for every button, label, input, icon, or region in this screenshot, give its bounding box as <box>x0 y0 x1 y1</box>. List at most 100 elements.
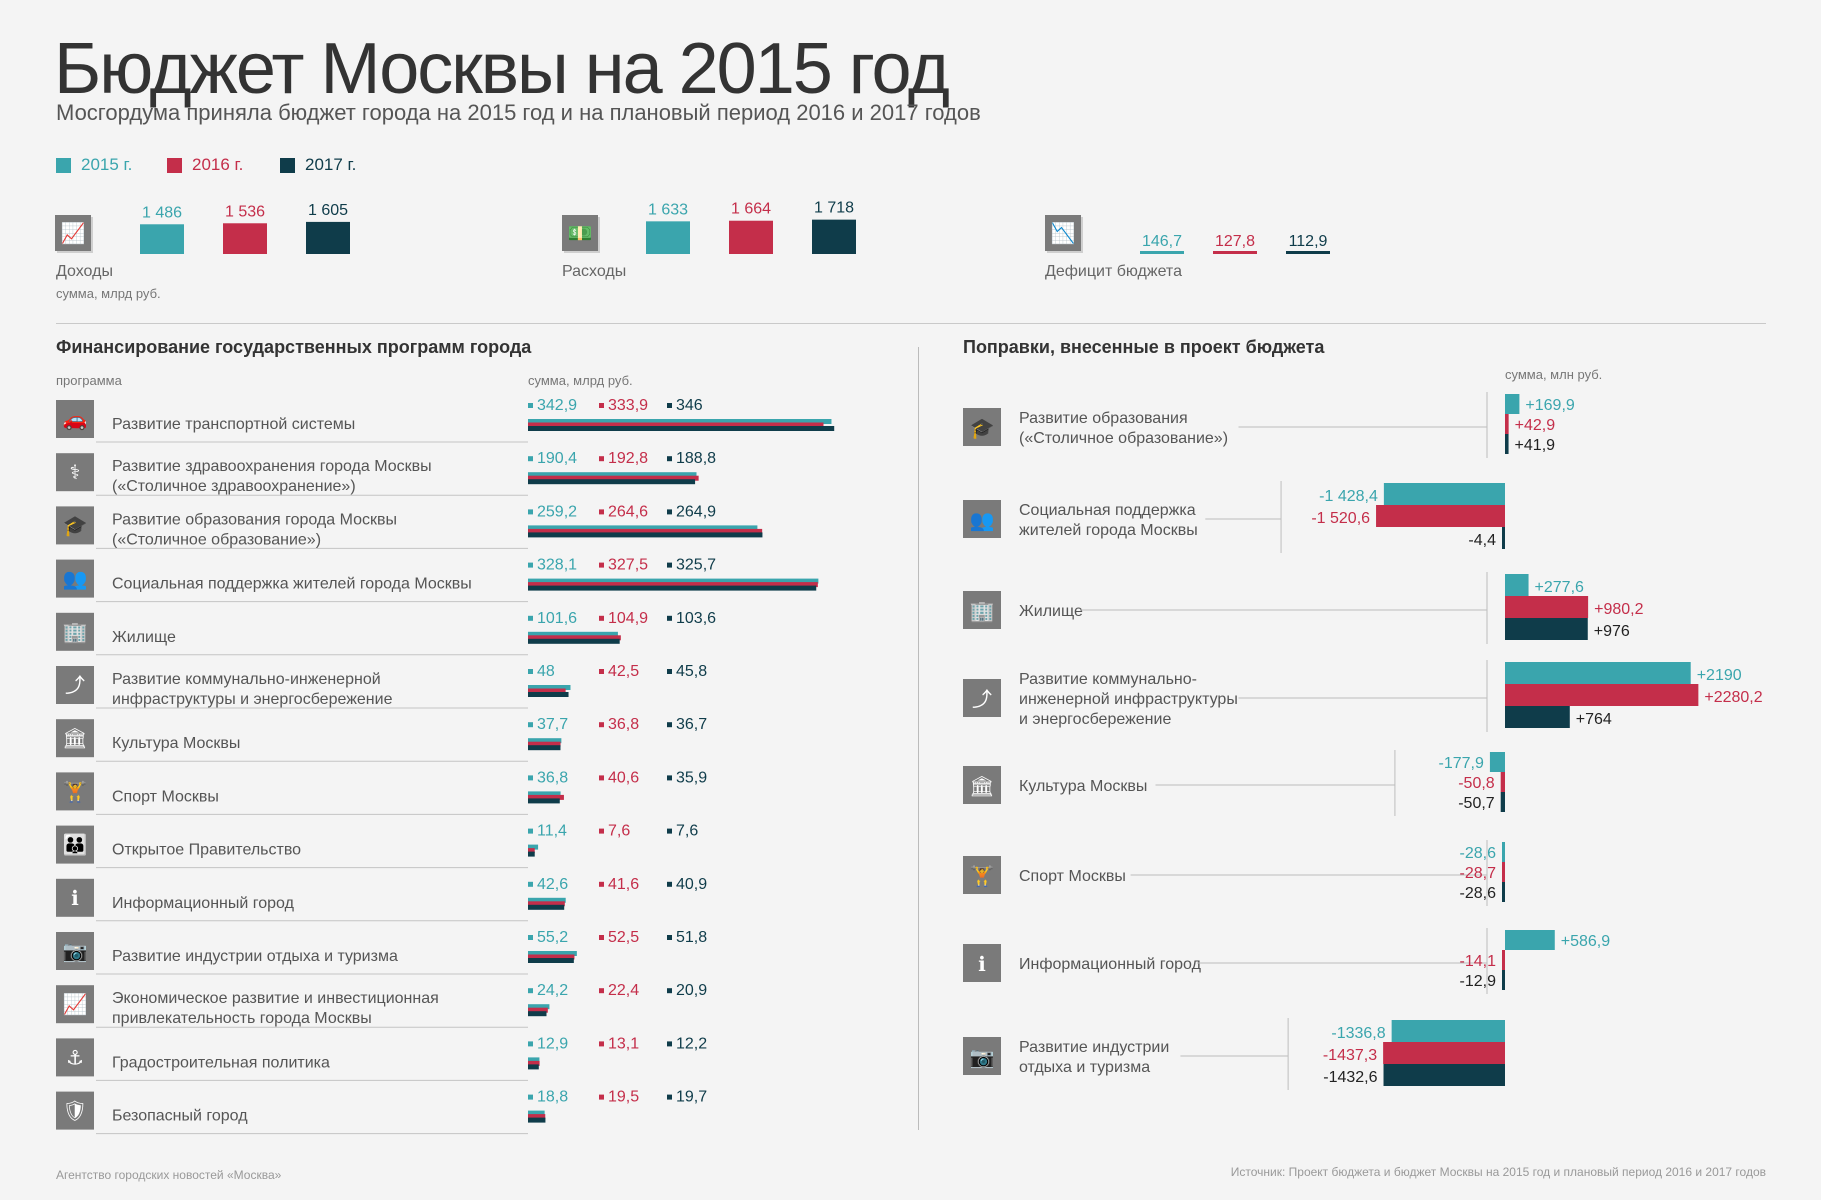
building-icon: 🏢 <box>970 601 995 623</box>
program-label: Развитие здравоохранения города Москвы <box>112 458 432 475</box>
deficit-mark-2017 <box>1286 251 1330 254</box>
value-marker-2016 <box>599 1041 604 1047</box>
value-marker-2017 <box>667 1094 672 1100</box>
program-bar-2017 <box>528 798 560 804</box>
shield-document-icon: 🛡 <box>62 1101 87 1123</box>
program-icon-bg <box>56 878 94 917</box>
expenses-value-2016: 1 664 <box>731 201 771 218</box>
amend-label: Развитие коммунально- <box>1019 671 1197 688</box>
program-icon-bg <box>56 825 94 864</box>
amend-value-2016: -1437,3 <box>1323 1047 1377 1064</box>
value-marker-2016 <box>599 881 604 887</box>
page-subtitle: Мосгордума приняла бюджет города на 2015… <box>56 100 981 125</box>
program-icon-bg <box>56 719 94 758</box>
chart-down-icon: 📉 <box>1045 215 1081 251</box>
value-marker-2017 <box>667 1041 672 1047</box>
amend-bar-2017 <box>1502 970 1505 990</box>
amend-sum-column-header: сумма, млн руб. <box>1505 367 1603 382</box>
income-value-2015: 1 486 <box>142 204 182 221</box>
dumbbell-icon: 🏋 <box>970 864 995 888</box>
value-marker-2015 <box>528 456 533 462</box>
program-value-2016: 13,1 <box>608 1035 639 1052</box>
program-icon-bg <box>56 559 94 598</box>
amend-bar-2017 <box>1502 527 1505 549</box>
amend-bar-2017 <box>1505 706 1570 728</box>
amend-icon-bg <box>963 591 1001 629</box>
amend-label: Развитие образования <box>1019 410 1188 427</box>
program-bar-2017 <box>528 745 561 751</box>
program-icon-bg <box>56 666 94 704</box>
program-label: Развитие образования города Москвы <box>112 511 397 528</box>
program-label: Градостроительная политика <box>112 1054 330 1071</box>
income-bar-2016 <box>223 223 267 254</box>
amend-label: жителей города Москвы <box>1019 522 1198 539</box>
amend-value-2017: +976 <box>1594 623 1630 640</box>
chart-line-icon: 📈 <box>63 992 88 1016</box>
program-value-2015: 55,2 <box>537 929 568 946</box>
legend-2016: 2016 г. <box>167 155 243 175</box>
value-marker-2016 <box>599 669 604 674</box>
amend-icon-bg <box>963 1037 1001 1075</box>
program-value-2016: 52,5 <box>608 929 639 946</box>
value-marker-2017 <box>667 828 672 834</box>
graduation-cap-icon: 🎓 <box>970 418 995 440</box>
program-value-2017: 103,6 <box>676 610 716 627</box>
value-marker-2017 <box>667 509 672 515</box>
expenses-value-2015: 1 633 <box>648 201 688 218</box>
program-bar-2016 <box>528 741 561 747</box>
program-bar-2015 <box>528 578 819 584</box>
legend-2017: 2017 г. <box>280 155 356 175</box>
program-bar-2015 <box>528 1057 540 1063</box>
program-value-2016: 41,6 <box>608 876 639 893</box>
program-label: Безопасный город <box>112 1108 248 1125</box>
amend-bar-2015 <box>1505 662 1691 684</box>
program-icon-bg <box>56 1091 94 1130</box>
deficit-mark-2015 <box>1140 251 1184 254</box>
value-marker-2017 <box>667 403 672 408</box>
program-label: инфраструктуры и энергосбережение <box>112 691 393 708</box>
amend-icon-bg <box>963 944 1001 982</box>
program-bar-2016 <box>528 475 699 481</box>
value-marker-2015 <box>528 403 533 408</box>
expenses-bar-2015 <box>646 221 690 254</box>
value-marker-2015 <box>528 881 533 887</box>
value-marker-2016 <box>599 828 604 834</box>
value-marker-2015 <box>528 828 533 834</box>
dumbbell-icon: 🏋 <box>63 779 88 803</box>
program-value-2016: 36,8 <box>608 716 639 733</box>
program-label: Информационный город <box>112 895 295 912</box>
car-icon: 🚗 <box>63 409 88 431</box>
program-bar-2017 <box>528 692 569 697</box>
camera-icon: 📷 <box>970 1047 995 1069</box>
amend-icon-bg <box>963 766 1001 804</box>
program-value-2015: 190,4 <box>537 450 577 467</box>
value-marker-2017 <box>667 456 672 462</box>
sum-column-header: сумма, млрд руб. <box>528 373 633 388</box>
program-value-2017: 51,8 <box>676 929 707 946</box>
people-icon: 👥 <box>63 569 88 591</box>
program-icon-bg <box>56 985 94 1024</box>
amend-bar-2016 <box>1505 414 1509 434</box>
amend-value-2015: -28,6 <box>1460 845 1497 862</box>
program-value-2016: 104,9 <box>608 610 648 627</box>
amend-bar-2017 <box>1502 882 1505 902</box>
legend-swatch-2017 <box>280 157 295 173</box>
program-bar-2017 <box>528 904 565 910</box>
income-value-2017: 1 605 <box>308 202 348 219</box>
program-value-2015: 328,1 <box>537 557 577 574</box>
amend-icon-bg <box>963 679 1001 717</box>
amendments-chart: 🎓 Развитие образования («Столичное образов… <box>963 392 1763 1090</box>
program-value-2017: 36,7 <box>676 716 707 733</box>
amend-bar-2015 <box>1502 842 1505 862</box>
museum-icon: 🏛 <box>969 775 994 798</box>
amend-label: Культура Москвы <box>1019 778 1147 795</box>
value-marker-2016 <box>599 403 604 408</box>
value-marker-2017 <box>667 988 672 994</box>
expenses-value-2017: 1 718 <box>814 200 854 217</box>
value-marker-2016 <box>599 722 604 728</box>
value-marker-2015 <box>528 669 533 674</box>
program-value-2017: 7,6 <box>676 823 698 840</box>
amend-value-2015: +2190 <box>1697 667 1742 684</box>
program-label: Экономическое развитие и инвестиционная <box>112 990 439 1007</box>
value-marker-2017 <box>667 615 672 621</box>
